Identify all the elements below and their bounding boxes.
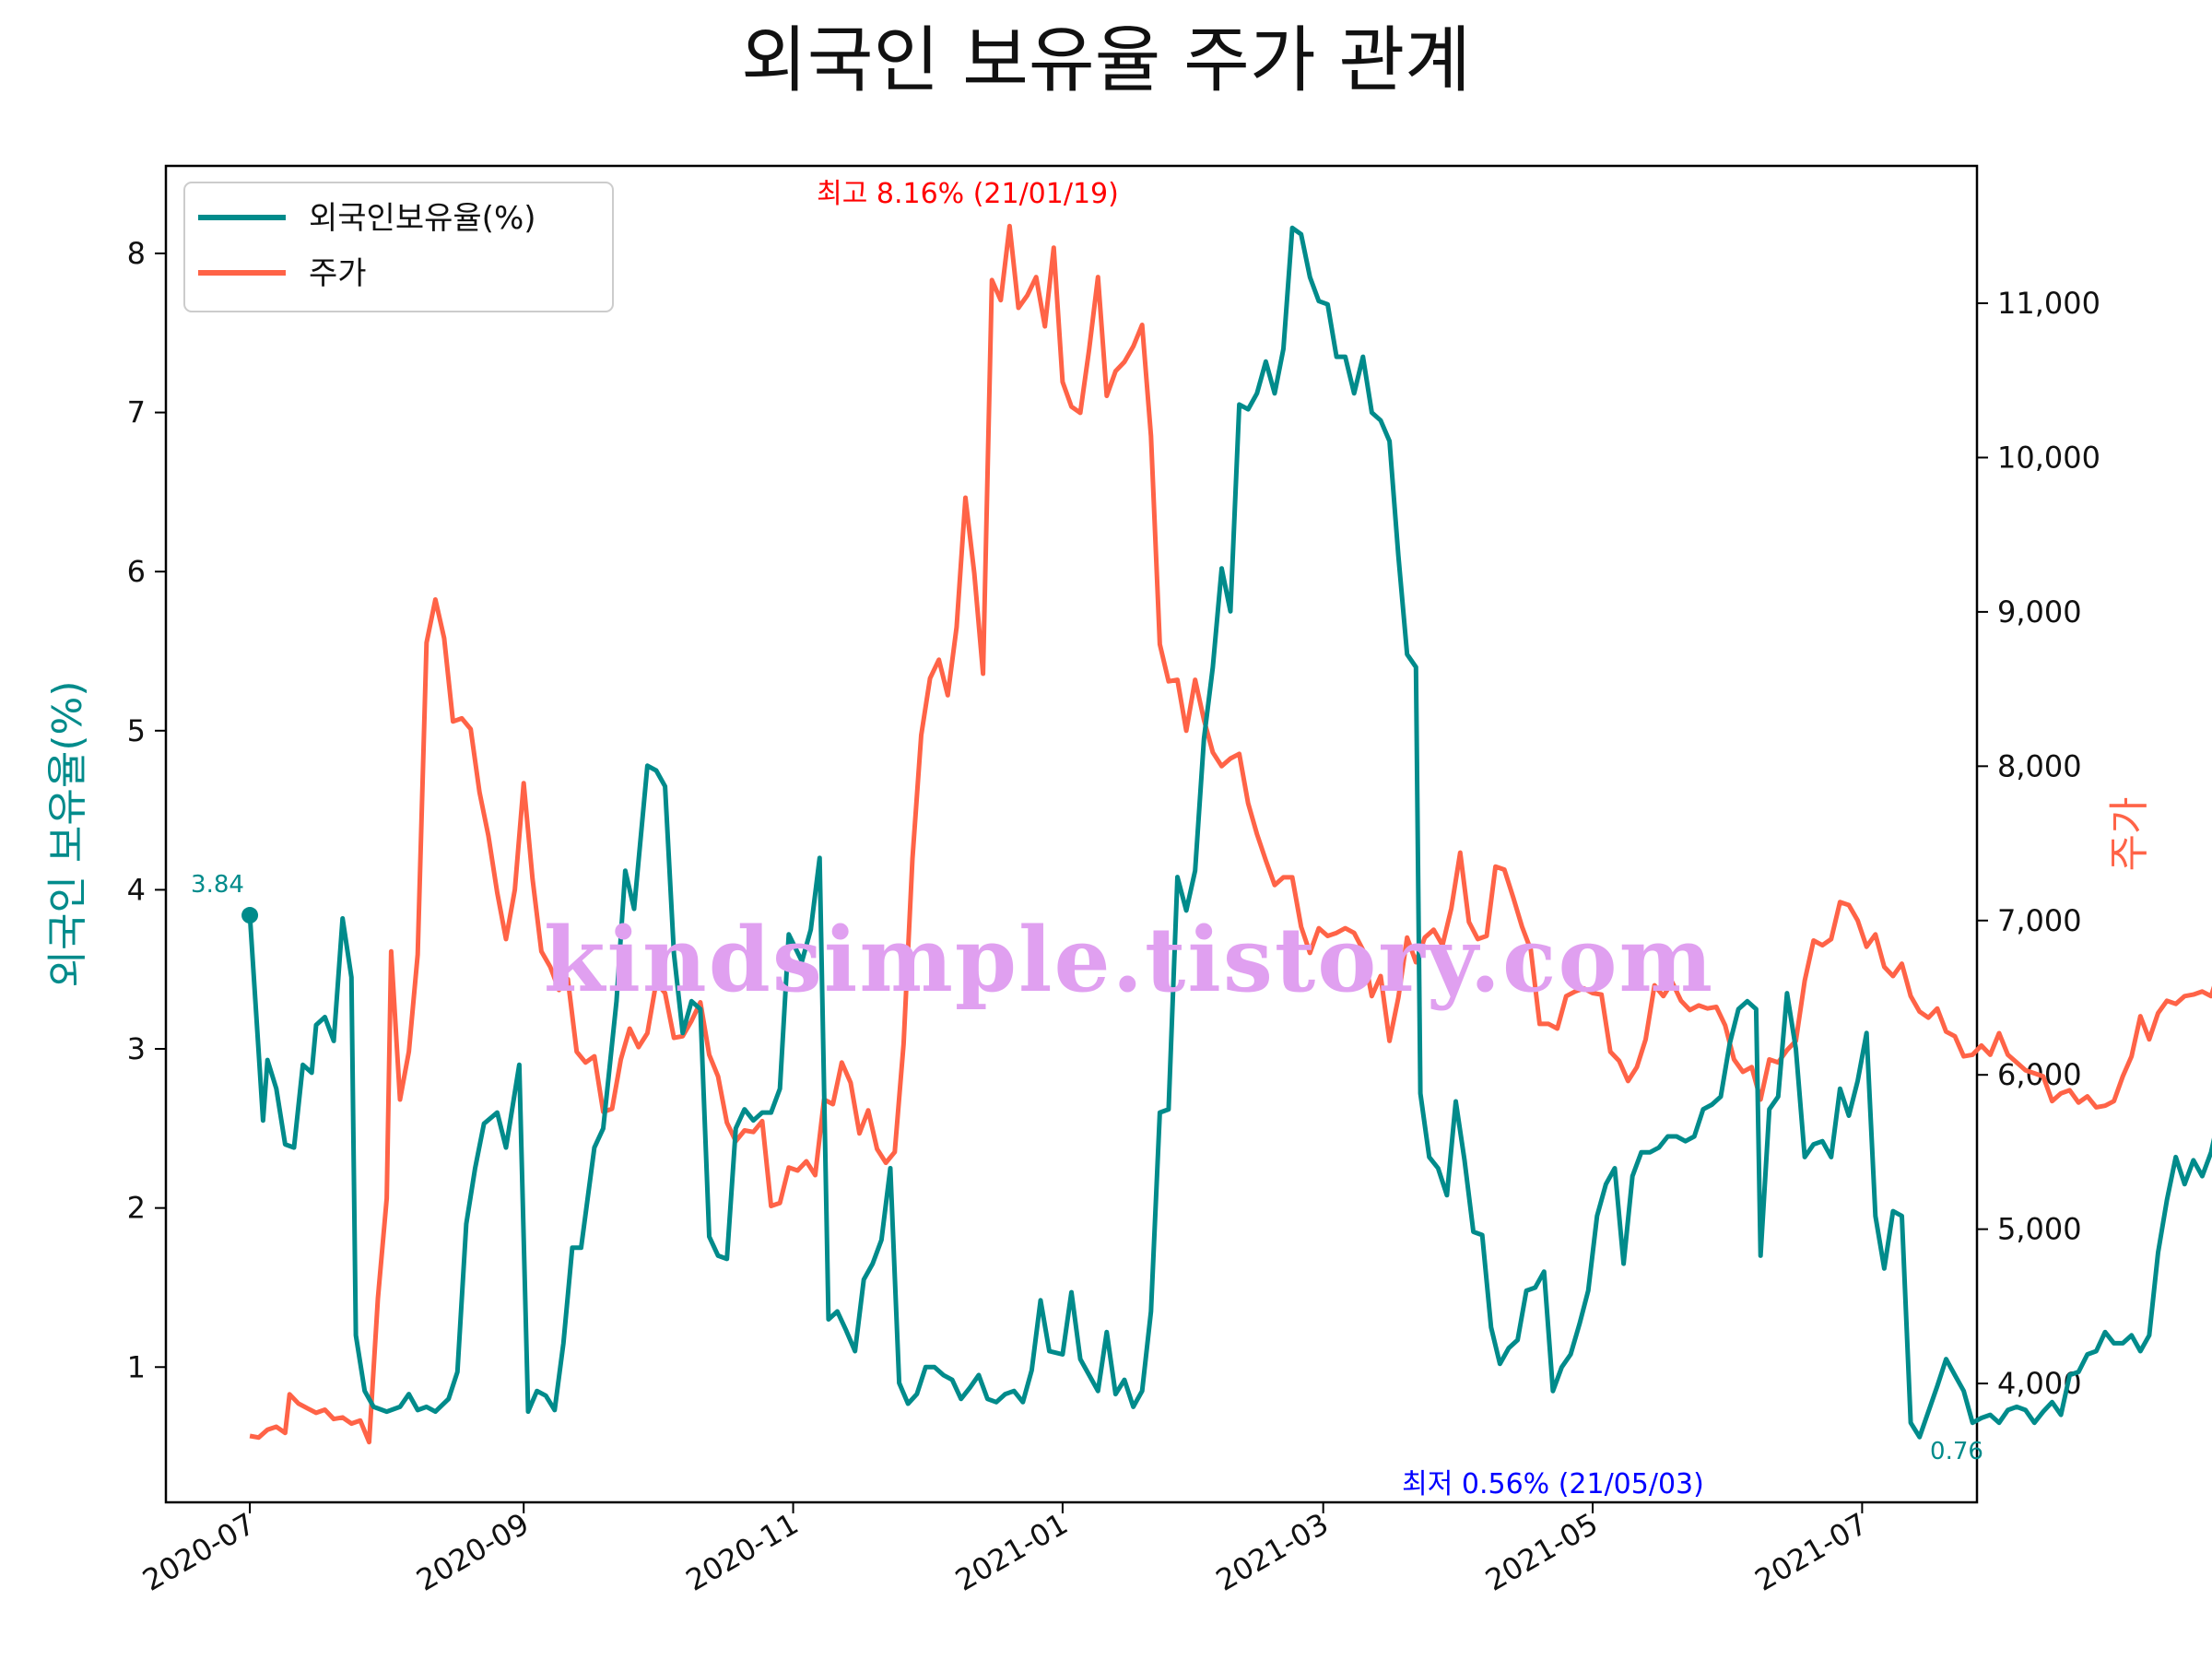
plot-area bbox=[164, 164, 1979, 1504]
right-axis-ticks: 4,0005,0006,0007,0008,0009,00010,00011,0… bbox=[1977, 286, 2100, 1401]
x-tick-label: 2021-03 bbox=[1210, 1506, 1335, 1598]
min-annotation: 최저 0.56% (21/05/03) bbox=[1402, 1468, 1704, 1500]
legend-box bbox=[183, 182, 614, 312]
x-tick-label: 2021-07 bbox=[1749, 1506, 1874, 1598]
left-tick-label: 1 bbox=[127, 1349, 146, 1384]
right-tick-label: 10,000 bbox=[1997, 440, 2100, 475]
max-annotation: 최고 8.16% (21/01/19) bbox=[817, 178, 1119, 210]
left-tick-label: 7 bbox=[127, 395, 146, 430]
x-axis-ticks: 2020-07 2020-09 2020-11 2021-01 2021-03 2021-… bbox=[136, 1502, 1873, 1598]
left-axis-label: 외국인 보유율(%) bbox=[44, 680, 91, 987]
x-tick-label: 2020-09 bbox=[410, 1506, 535, 1598]
right-tick-label: 8,000 bbox=[1997, 748, 2082, 783]
right-tick-label: 5,000 bbox=[1997, 1212, 2082, 1247]
left-tick-label: 2 bbox=[127, 1191, 146, 1226]
legend-label-price: 주가 bbox=[309, 255, 367, 292]
right-axis-label: 주가 bbox=[2106, 797, 2153, 872]
left-tick-label: 6 bbox=[127, 554, 146, 589]
chart-title: 외국인 보유율 주가 관계 bbox=[741, 19, 1471, 102]
end-value-label: 0.76 bbox=[1930, 1438, 1983, 1465]
x-tick-label: 2020-07 bbox=[136, 1506, 261, 1598]
plot-border bbox=[164, 164, 1979, 1504]
legend: 외국인보유율(%) 주가 bbox=[183, 182, 614, 312]
start-value-label: 3.84 bbox=[191, 871, 244, 899]
right-tick-label: 9,000 bbox=[1997, 594, 2082, 629]
left-tick-label: 3 bbox=[127, 1031, 146, 1066]
right-tick-label: 7,000 bbox=[1997, 903, 2082, 938]
series-layer bbox=[241, 223, 2212, 1445]
left-tick-label: 8 bbox=[127, 236, 146, 271]
left-axis-ticks: 1 2 3 4 5 6 7 8 bbox=[127, 236, 166, 1384]
legend-label-foreign: 외국인보유율(%) bbox=[309, 200, 536, 237]
left-tick-label: 4 bbox=[127, 872, 146, 907]
x-tick-label: 2021-05 bbox=[1479, 1506, 1604, 1598]
left-tick-label: 5 bbox=[127, 713, 146, 748]
series-line-foreign-ratio bbox=[247, 225, 2212, 1440]
right-tick-label: 11,000 bbox=[1997, 286, 2100, 321]
x-tick-label: 2020-11 bbox=[680, 1506, 805, 1598]
watermark: kindsimple.tistory.com bbox=[544, 908, 1714, 1012]
start-point-marker bbox=[241, 907, 259, 924]
x-tick-label: 2021-01 bbox=[949, 1506, 1074, 1598]
